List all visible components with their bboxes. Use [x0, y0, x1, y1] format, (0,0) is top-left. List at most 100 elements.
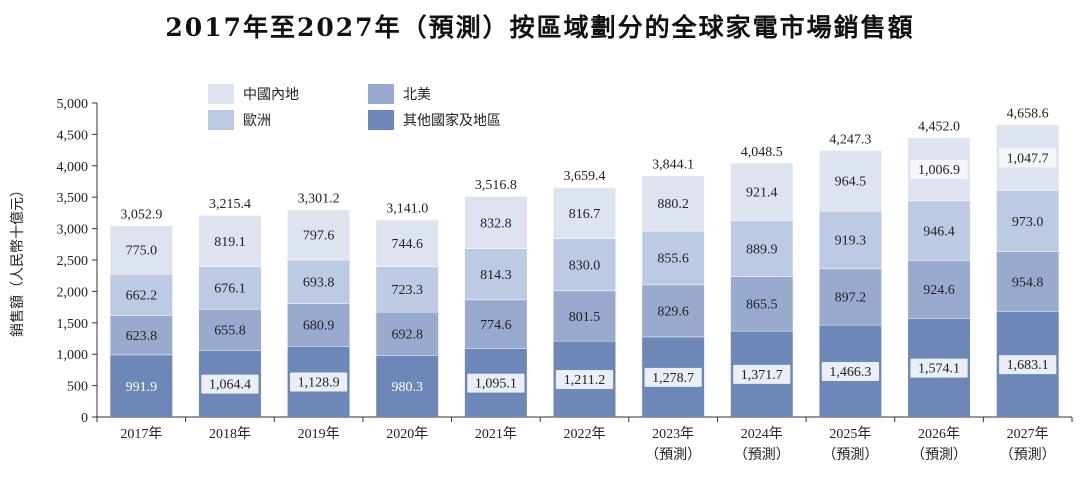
bar-segment [198, 266, 261, 309]
legend-label: 其他國家及地區 [403, 112, 501, 129]
value-label: 680.9 [303, 319, 335, 334]
value-label: 774.6 [480, 318, 512, 333]
bars: 991.9 623.8 662.2 775.0 3,052.9 2017年 1,064.4 6… [110, 106, 1059, 463]
y-tick-label: 1,000 [57, 348, 89, 363]
bar-segment [819, 268, 882, 325]
value-label-box [910, 160, 968, 180]
bar-segment [376, 355, 439, 417]
value-label: 676.1 [214, 282, 246, 297]
total-label: 4,247.3 [829, 132, 871, 147]
value-label: 1,211.2 [564, 373, 605, 388]
legend-swatch [368, 110, 394, 130]
value-label: 655.8 [214, 324, 246, 339]
value-label: 964.5 [835, 175, 867, 190]
bar-segment [819, 150, 882, 211]
total-label: 3,141.0 [386, 202, 428, 217]
value-label: 775.0 [126, 244, 158, 259]
value-label: 1,064.4 [209, 378, 251, 393]
bar-segment [464, 196, 527, 249]
value-label: 980.3 [391, 380, 423, 395]
bar-segment [642, 230, 705, 285]
x-tick-label: 2018年 [209, 426, 251, 442]
total-label: 3,052.9 [120, 207, 162, 222]
bar-segment [464, 299, 527, 349]
value-label: 829.6 [657, 305, 689, 320]
y-tick-label: 4,000 [57, 160, 89, 175]
bar-segment [110, 273, 173, 316]
bar-segment [996, 251, 1059, 312]
value-label: 1,095.1 [475, 377, 517, 392]
bar-segment [553, 187, 616, 239]
chart-title: 2017年至2027年（預測）按區域劃分的全球家電市場銷售額 [165, 13, 915, 42]
bar-segment [110, 225, 173, 274]
value-label-box [555, 369, 614, 389]
x-tick-sublabel: （預測） [734, 447, 790, 463]
bar-segment [464, 248, 527, 300]
y-tick-label: 4,500 [57, 128, 89, 143]
value-label-box [467, 373, 525, 393]
value-label: 1,047.7 [1007, 151, 1049, 166]
total-label: 3,516.8 [475, 178, 517, 193]
y-tick-label: 0 [81, 411, 88, 426]
y-tick-label: 3,000 [57, 223, 89, 238]
total-label: 4,658.6 [1007, 106, 1049, 121]
bar-segment [376, 311, 439, 356]
bar-segment [553, 238, 616, 291]
value-label: 693.8 [303, 276, 335, 291]
value-label: 1,006.9 [918, 163, 960, 178]
bar-segment [110, 354, 173, 417]
bar-segment [376, 266, 439, 312]
value-label: 662.2 [126, 289, 158, 304]
value-label: 855.6 [657, 252, 689, 267]
value-label: 1,128.9 [298, 376, 340, 391]
y-tick-label: 2,500 [57, 254, 89, 269]
y-tick-label: 500 [67, 380, 88, 395]
y-tick-label: 5,000 [57, 97, 89, 112]
value-label: 801.5 [569, 310, 601, 325]
bar-segment [287, 259, 350, 304]
bar-segment [730, 220, 793, 277]
x-tick-label: 2017年 [120, 426, 162, 442]
value-label: 623.8 [126, 329, 158, 344]
value-label: 1,466.3 [829, 365, 871, 380]
value-label-box [910, 358, 968, 378]
value-label-box [999, 355, 1057, 375]
legend-label: 北美 [403, 87, 431, 103]
x-tick-sublabel: （預測） [1000, 447, 1056, 463]
value-label-box [999, 148, 1057, 168]
total-label: 4,452.0 [918, 119, 960, 134]
total-label: 3,844.1 [652, 158, 694, 173]
x-tick-label: 2022年 [564, 426, 606, 442]
value-label: 830.0 [569, 259, 601, 274]
value-label: 946.4 [923, 224, 955, 239]
bar-segment [642, 175, 705, 231]
value-label: 921.4 [746, 186, 778, 201]
total-label: 3,215.4 [209, 197, 251, 212]
value-label: 723.3 [391, 283, 423, 298]
value-label: 819.1 [214, 235, 246, 250]
x-tick-label: 2024年 [741, 426, 783, 442]
value-label-box [733, 364, 791, 384]
value-label: 814.3 [480, 268, 512, 283]
legend-swatch [208, 84, 234, 104]
x-tick-label: 2021年 [475, 426, 517, 442]
bar-segment [287, 209, 350, 260]
value-label: 816.7 [569, 207, 601, 222]
bar-segment [642, 284, 705, 337]
bar-segment [996, 190, 1059, 252]
bar-segment [908, 260, 971, 319]
value-label: 897.2 [835, 291, 867, 306]
value-label: 880.2 [657, 197, 689, 212]
bar-segment [198, 308, 261, 351]
x-tick-label: 2023年 [652, 426, 694, 442]
y-tick-label: 1,500 [57, 317, 89, 332]
value-label-box [821, 361, 880, 381]
x-tick-sublabel: （預測） [645, 447, 701, 463]
value-label: 954.8 [1012, 275, 1044, 290]
bar-segment [908, 200, 971, 261]
x-tick-label: 2019年 [298, 426, 340, 442]
bar-segment [198, 215, 261, 267]
value-label: 832.8 [480, 216, 512, 231]
